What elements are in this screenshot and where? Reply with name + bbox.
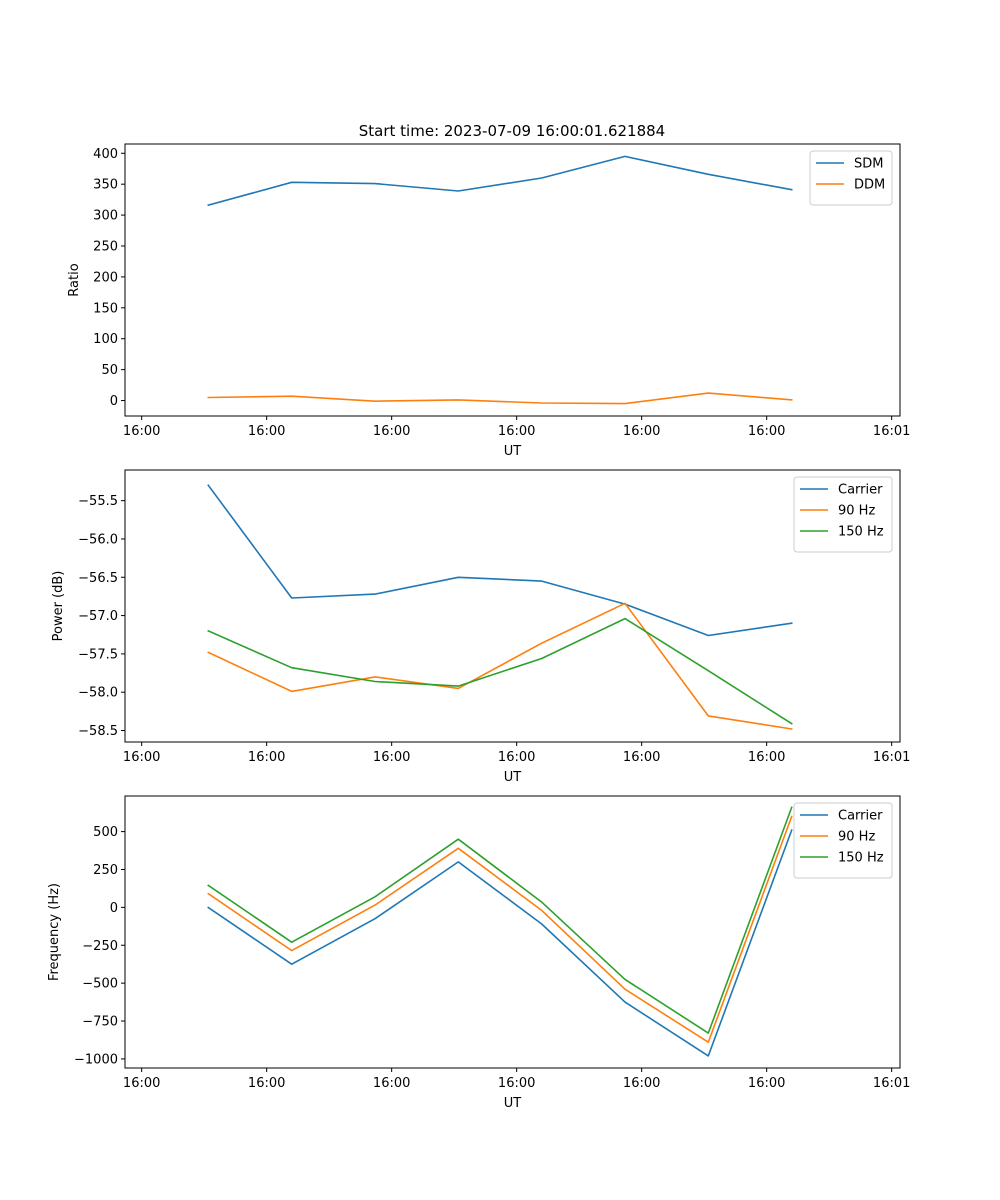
y-tick-label: −56.5 (78, 571, 118, 586)
axes-frame (124, 143, 901, 417)
y-tick-label: 50 (101, 363, 118, 378)
legend-label: Carrier (838, 483, 883, 498)
y-tick-label: −58.5 (78, 724, 118, 739)
y-axis-label: Ratio (67, 263, 82, 296)
y-tick-label: 500 (93, 825, 118, 840)
y-tick-label: 250 (93, 863, 118, 878)
x-tick-label: 16:00 (498, 424, 535, 439)
legend-box (793, 802, 893, 879)
x-tick-label: 16:01 (873, 750, 910, 765)
legend-label: SDM (854, 157, 883, 172)
legend: Carrier 90 Hz 150 Hz (793, 476, 893, 553)
x-tick-label: 16:00 (498, 750, 535, 765)
x-tick-label: 16:00 (623, 1076, 660, 1091)
x-tick-label: 16:00 (498, 1076, 535, 1091)
y-tick-label: 300 (93, 209, 118, 224)
chart-panel-2: 16:00 16:00 16:00 16:00 16:00 16:00 16:01 −58.5… (51, 469, 910, 785)
series-line-carrier (207, 829, 793, 1057)
x-axis-label: UT (504, 770, 522, 785)
y-tick-label: 0 (110, 394, 118, 409)
legend-box (809, 150, 893, 206)
legend-label: 90 Hz (838, 830, 875, 845)
x-tick-label: 16:00 (373, 424, 410, 439)
y-tick-label: 200 (93, 270, 118, 285)
x-tick-label: 16:01 (873, 424, 910, 439)
x-tick-label: 16:00 (748, 424, 785, 439)
y-tick-label: −56.0 (78, 532, 118, 547)
y-axis-label: Power (dB) (51, 571, 66, 642)
series-line-sdm (207, 155, 793, 207)
x-tick-label: 16:00 (123, 424, 160, 439)
axes-frame (124, 795, 901, 1069)
legend: Carrier 90 Hz 150 Hz (793, 802, 893, 879)
legend-label: 150 Hz (838, 851, 884, 866)
legend: SDM DDM (809, 150, 893, 206)
y-tick-label: −58.0 (78, 686, 118, 701)
y-tick-label: −500 (82, 977, 118, 992)
y-tick-label: −1000 (74, 1052, 118, 1067)
y-tick-label: −57.0 (78, 609, 118, 624)
legend-label: Carrier (838, 809, 883, 824)
x-tick-label: 16:00 (623, 750, 660, 765)
series-line-carrier (207, 484, 793, 637)
x-tick-label: 16:00 (248, 750, 285, 765)
y-tick-label: −55.5 (78, 494, 118, 509)
y-tick-label: −250 (82, 939, 118, 954)
figure-title: Start time: 2023-07-09 16:00:01.621884 (359, 122, 665, 140)
series-line-ddm (207, 392, 793, 405)
legend-box (793, 476, 893, 553)
series-line-90-hz (207, 815, 793, 1043)
x-tick-label: 16:00 (748, 1076, 785, 1091)
series-line-150-hz (207, 617, 793, 725)
y-tick-label: 400 (93, 147, 118, 162)
axes-frame (124, 469, 901, 743)
series-line-150-hz (207, 806, 793, 1034)
charts-layer: 16:00 16:00 16:00 16:00 16:00 16:00 16:01 0 50 10… (47, 143, 910, 1111)
y-axis-label: Frequency (Hz) (47, 883, 62, 981)
y-tick-label: 250 (93, 240, 118, 255)
y-tick-label: 0 (110, 901, 118, 916)
y-tick-label: 100 (93, 332, 118, 347)
x-tick-label: 16:00 (373, 1076, 410, 1091)
x-tick-label: 16:00 (123, 750, 160, 765)
legend-label: 150 Hz (838, 525, 884, 540)
legend-label: DDM (854, 178, 885, 193)
x-tick-label: 16:00 (748, 750, 785, 765)
legend-label: 90 Hz (838, 504, 875, 519)
x-tick-label: 16:00 (248, 1076, 285, 1091)
x-tick-label: 16:00 (623, 424, 660, 439)
y-tick-label: 150 (93, 301, 118, 316)
y-tick-label: −750 (82, 1015, 118, 1030)
chart-panel-1: 16:00 16:00 16:00 16:00 16:00 16:00 16:01 0 50 10… (67, 143, 910, 459)
y-tick-label: 350 (93, 178, 118, 193)
chart-panel-3: 16:00 16:00 16:00 16:00 16:00 16:00 16:01 −1000… (47, 795, 910, 1111)
x-tick-label: 16:00 (248, 424, 285, 439)
x-tick-label: 16:00 (123, 1076, 160, 1091)
x-tick-label: 16:00 (373, 750, 410, 765)
x-tick-label: 16:01 (873, 1076, 910, 1091)
series-line-90-hz (207, 602, 793, 730)
x-axis-label: UT (504, 444, 522, 459)
x-axis-label: UT (504, 1096, 522, 1111)
y-tick-label: −57.5 (78, 647, 118, 662)
